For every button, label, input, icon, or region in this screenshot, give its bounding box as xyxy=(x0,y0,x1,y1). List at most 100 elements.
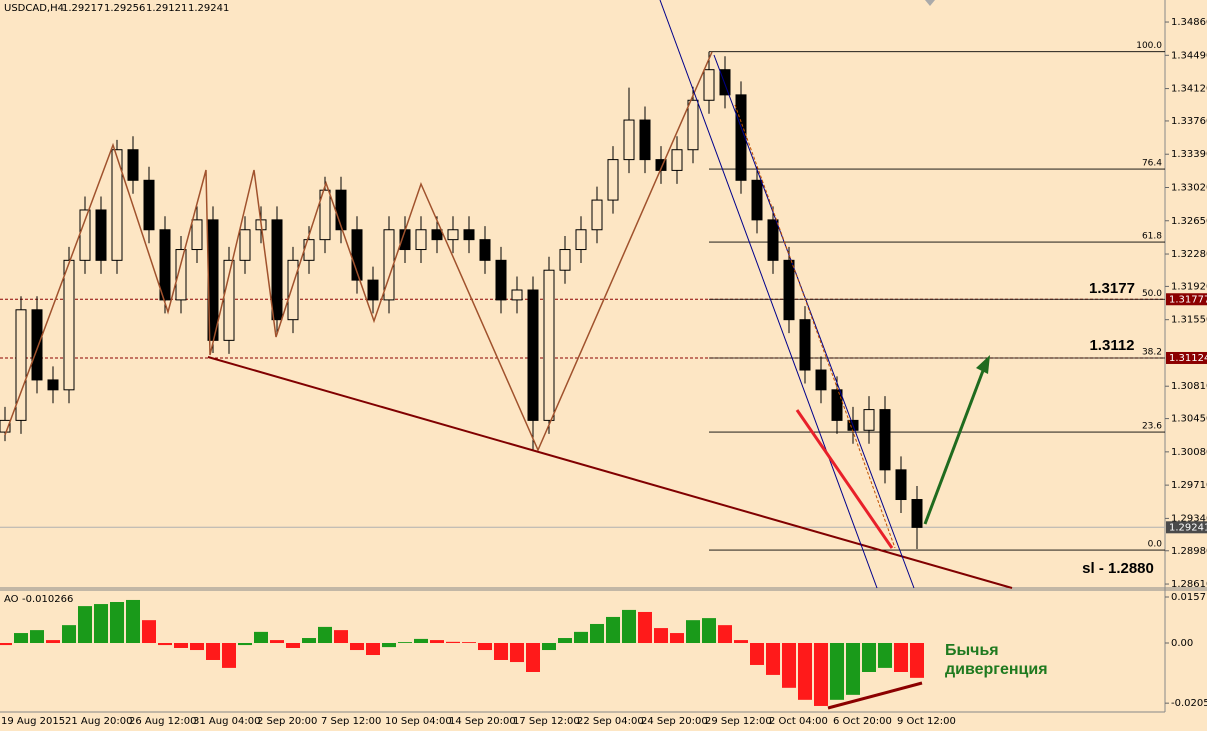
x-tick-label: 31 Aug 04:00 xyxy=(193,716,260,727)
ao-bar xyxy=(238,643,252,646)
candle-body xyxy=(895,469,907,501)
ao-title: AO xyxy=(4,594,19,605)
ao-bar xyxy=(126,599,140,644)
y-tick-label: 1.32280 xyxy=(1171,249,1207,260)
fib-label: 76.4 xyxy=(1142,159,1162,169)
candle-body xyxy=(303,239,315,261)
ao-bar xyxy=(462,642,476,644)
ao-bar xyxy=(286,643,300,648)
candle-body xyxy=(687,99,699,151)
ao-bar xyxy=(366,643,380,656)
ao-bar xyxy=(510,643,524,663)
ao-bar xyxy=(430,640,444,644)
ao-bar xyxy=(718,625,732,644)
candle-body xyxy=(511,289,523,301)
candle-body xyxy=(159,229,171,301)
candle-body xyxy=(495,259,507,301)
forecast-arrow xyxy=(923,367,986,525)
fib-label: 50.0 xyxy=(1142,289,1162,299)
candle-body xyxy=(751,179,763,221)
ao-bar xyxy=(622,609,636,644)
ao-bar xyxy=(94,604,108,644)
x-tick-label: 2 Oct 04:00 xyxy=(769,716,828,727)
candle-body xyxy=(287,259,299,321)
candle-body xyxy=(143,179,155,231)
candle-body xyxy=(271,219,283,321)
ao-bar xyxy=(686,620,700,644)
candle-body xyxy=(527,289,539,421)
x-tick-label: 2 Sep 20:00 xyxy=(257,716,317,727)
ao-bar xyxy=(638,611,652,644)
y-tick-label: 1.33390 xyxy=(1171,149,1207,160)
ao-bar xyxy=(574,631,588,644)
y-tick-label: 1.28980 xyxy=(1171,546,1207,557)
fib-label: 23.6 xyxy=(1142,422,1162,432)
drawings xyxy=(4,0,1013,710)
zigzag xyxy=(4,51,713,452)
channel-line xyxy=(713,54,915,589)
ao-bar xyxy=(110,602,124,644)
ao-bar xyxy=(798,643,812,700)
channel-mid xyxy=(734,104,896,549)
candle-body xyxy=(47,379,59,391)
ao-bar xyxy=(894,643,908,672)
ohlc-close: 1.29241 xyxy=(188,3,229,14)
candle-body xyxy=(351,229,363,281)
candle-body xyxy=(607,159,619,201)
y-tick-label: 1.34860 xyxy=(1171,17,1207,28)
ao-bar xyxy=(174,643,188,648)
price-tag xyxy=(1166,351,1207,364)
candle-body xyxy=(703,69,715,101)
x-tick-label: 6 Oct 20:00 xyxy=(833,716,892,727)
x-tick-label: 19 Aug 2015 xyxy=(1,716,65,727)
ao-bar xyxy=(782,643,796,688)
price-tag xyxy=(1166,293,1207,306)
y-tick-label: 1.30080 xyxy=(1171,447,1207,458)
ohlc-high: 1.29256 xyxy=(104,3,145,14)
ao-bar xyxy=(46,640,60,644)
ao-bar xyxy=(478,643,492,651)
annotation: 1.3112 xyxy=(1089,337,1134,354)
trend-line xyxy=(207,356,1013,589)
x-tick-label: 7 Sep 12:00 xyxy=(321,716,381,727)
ao-bar xyxy=(318,626,332,644)
ao-bar xyxy=(14,633,28,644)
candle-body xyxy=(127,149,139,181)
x-tick-label: 24 Sep 20:00 xyxy=(641,716,708,727)
candle-body xyxy=(767,219,779,261)
annotation: дивергенция xyxy=(945,661,1048,678)
candle-body xyxy=(815,369,827,391)
ao-bar xyxy=(702,618,716,644)
candle-body xyxy=(111,149,123,261)
candle-body xyxy=(79,209,91,261)
ao-bar xyxy=(830,643,844,700)
candle-body xyxy=(639,119,651,161)
x-tick-label: 21 Aug 20:00 xyxy=(65,716,132,727)
channel-line xyxy=(659,0,878,589)
x-tick-label: 10 Sep 04:00 xyxy=(385,716,452,727)
ao-bar xyxy=(606,616,620,644)
ao-bar xyxy=(654,628,668,644)
ao-bar xyxy=(750,643,764,665)
y-tick-label: 1.30450 xyxy=(1171,414,1207,425)
ao-value: -0.010266 xyxy=(22,594,73,605)
ao-bar xyxy=(590,623,604,644)
price-tag xyxy=(1166,521,1207,534)
ao-bar xyxy=(862,643,876,672)
ao-bar xyxy=(414,638,428,644)
candle-body xyxy=(719,69,731,96)
y-tick-label: 1.30810 xyxy=(1171,381,1207,392)
ao-bar xyxy=(446,641,460,644)
candle-body xyxy=(431,229,443,241)
ao-bar xyxy=(190,643,204,651)
ao-bar xyxy=(142,620,156,644)
ao-bar xyxy=(542,643,556,651)
y-tick-label: 1.29340 xyxy=(1171,513,1207,524)
candle-body xyxy=(543,269,555,421)
candle-body xyxy=(463,229,475,241)
ao-bar xyxy=(30,630,44,644)
price-tag-label: 1.31777 xyxy=(1169,294,1207,305)
ao-bar xyxy=(734,640,748,644)
